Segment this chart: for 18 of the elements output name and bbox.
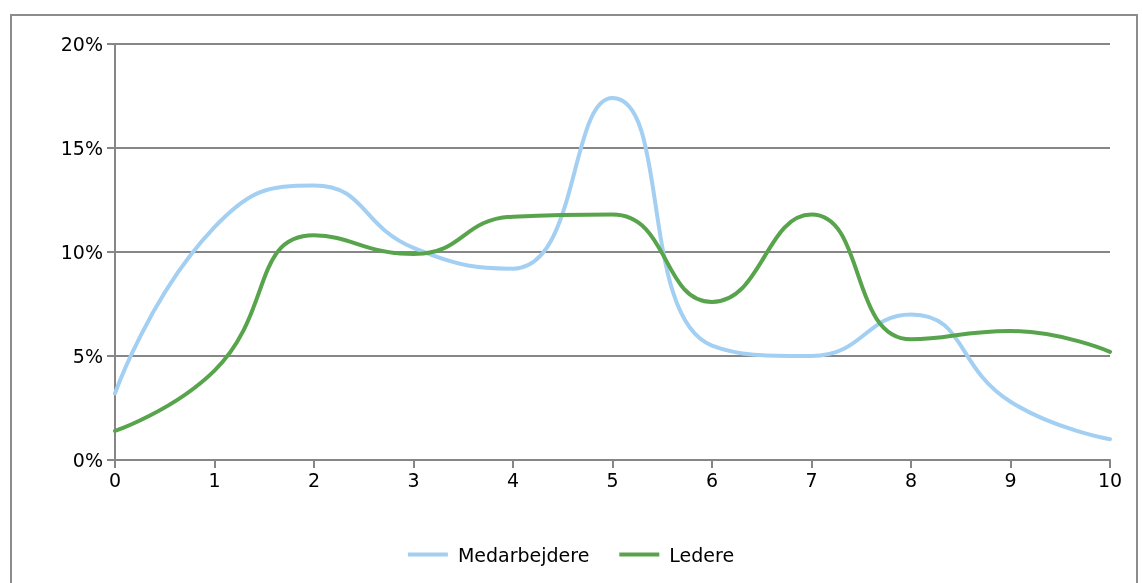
x-tick-label: 2 <box>307 468 321 491</box>
x-tick-label: 6 <box>705 468 719 491</box>
x-tick-label: 10 <box>1097 468 1123 491</box>
y-tick-label: 0% <box>72 449 103 471</box>
x-tick-label: 3 <box>407 468 420 491</box>
x-tick-label: 1 <box>208 468 221 491</box>
y-tick-label: 10% <box>60 241 103 263</box>
y-tick-label: 20% <box>60 33 103 55</box>
y-tick-label: 5% <box>72 345 103 367</box>
x-tick-label: 8 <box>904 468 918 491</box>
x-tick-label: 7 <box>805 468 818 491</box>
x-tick-label: 9 <box>1004 468 1017 491</box>
y-tick-label: 15% <box>60 137 103 159</box>
x-tick-label: 5 <box>606 468 619 491</box>
legend-label: Ledere <box>669 543 735 566</box>
x-tick-label: 4 <box>506 468 520 491</box>
x-tick-label: 0 <box>108 468 122 491</box>
legend-label: Medarbejdere <box>457 543 590 566</box>
